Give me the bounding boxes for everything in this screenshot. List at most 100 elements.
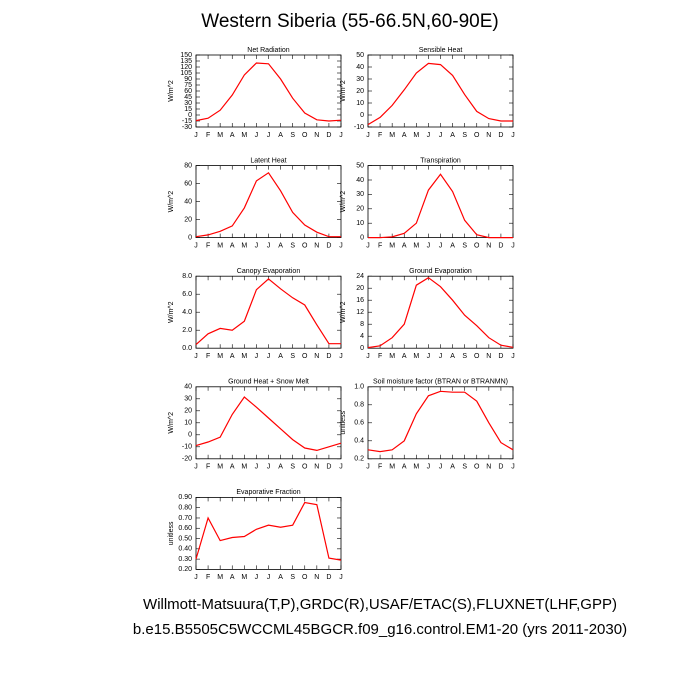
y-tick-label: 1.0 xyxy=(354,384,364,391)
y-tick-label: -20 xyxy=(182,456,192,463)
y-tick-label: 120 xyxy=(180,64,192,71)
y-tick-label: 40 xyxy=(184,384,192,391)
y-tick-label: 15 xyxy=(184,106,192,113)
y-tick-label: 60 xyxy=(184,180,192,187)
x-tick-label: M xyxy=(241,353,247,360)
x-tick-label: J xyxy=(439,464,443,471)
x-tick-label: M xyxy=(413,242,419,249)
y-tick-label: 4 xyxy=(360,333,364,340)
x-tick-label: A xyxy=(230,242,235,249)
panel-title: Evaporative Fraction xyxy=(236,489,300,496)
x-tick-label: N xyxy=(314,574,319,581)
y-axis-label: W/m^2 xyxy=(340,301,347,323)
x-tick-label: N xyxy=(486,353,491,360)
y-tick-label: -15 xyxy=(182,118,192,125)
data-line xyxy=(195,501,342,561)
x-tick-label: O xyxy=(302,242,308,249)
x-tick-label: M xyxy=(413,464,419,471)
x-tick-label: J xyxy=(511,464,515,471)
x-tick-label: A xyxy=(450,464,455,471)
data-line xyxy=(195,62,342,122)
y-axis-label: W/m^2 xyxy=(168,191,175,213)
y-tick-label: 8 xyxy=(360,321,364,328)
x-tick-label: J xyxy=(427,353,431,360)
x-tick-label: J xyxy=(255,242,259,249)
x-tick-label: J xyxy=(439,132,443,139)
y-tick-label: 0.70 xyxy=(178,515,192,522)
y-tick-label: 2.0 xyxy=(182,327,192,334)
x-tick-label: J xyxy=(255,353,259,360)
x-tick-label: J xyxy=(366,464,370,471)
plot-frame xyxy=(367,54,514,128)
plot-frame xyxy=(367,165,514,239)
x-tick-label: M xyxy=(217,464,223,471)
x-tick-label: A xyxy=(278,132,283,139)
y-tick-label: 135 xyxy=(180,58,192,65)
y-tick-label: 20 xyxy=(184,408,192,415)
x-tick-label: J xyxy=(255,574,259,581)
panel-title: Ground Heat + Snow Melt xyxy=(228,379,309,386)
y-tick-label: 0.60 xyxy=(178,525,192,532)
y-tick-label: 45 xyxy=(184,94,192,101)
y-tick-label: 0.2 xyxy=(354,456,364,463)
x-tick-label: D xyxy=(326,353,331,360)
y-axis-label: W/m^2 xyxy=(340,80,347,102)
panel-title: Ground Evaporation xyxy=(409,268,472,275)
y-tick-label: 60 xyxy=(184,88,192,95)
plot-frame xyxy=(195,275,342,349)
x-tick-label: J xyxy=(427,132,431,139)
x-tick-label: J xyxy=(194,464,198,471)
x-tick-label: N xyxy=(314,464,319,471)
plot-frame xyxy=(195,386,342,460)
x-tick-label: J xyxy=(267,132,271,139)
x-tick-label: F xyxy=(206,464,210,471)
x-tick-label: A xyxy=(278,353,283,360)
y-tick-label: 0 xyxy=(360,234,364,241)
x-tick-label: S xyxy=(290,574,295,581)
x-tick-label: D xyxy=(326,242,331,249)
x-tick-label: A xyxy=(450,242,455,249)
x-tick-label: F xyxy=(206,574,210,581)
panel-title: Latent Heat xyxy=(250,157,286,164)
x-tick-label: O xyxy=(474,464,480,471)
x-tick-label: J xyxy=(339,353,343,360)
y-tick-label: 16 xyxy=(356,297,364,304)
y-axis-label: W/m^2 xyxy=(168,301,175,323)
x-tick-label: J xyxy=(194,353,198,360)
x-tick-label: J xyxy=(267,242,271,249)
x-tick-label: M xyxy=(241,464,247,471)
y-tick-label: 75 xyxy=(184,82,192,89)
x-tick-label: S xyxy=(290,353,295,360)
y-tick-label: 10 xyxy=(184,420,192,427)
data-line xyxy=(367,62,513,126)
x-tick-label: A xyxy=(278,242,283,249)
y-tick-label: 30 xyxy=(184,396,192,403)
y-tick-label: 0.80 xyxy=(178,505,192,512)
y-tick-label: 0.90 xyxy=(178,494,192,501)
y-axis-label: W/m^2 xyxy=(168,80,175,102)
x-tick-label: M xyxy=(241,574,247,581)
x-tick-label: N xyxy=(314,242,319,249)
y-axis-label: unitless xyxy=(168,521,175,545)
data-line xyxy=(195,171,341,238)
x-tick-label: J xyxy=(427,464,431,471)
x-tick-label: M xyxy=(217,353,223,360)
y-tick-label: 10 xyxy=(356,220,364,227)
data-line xyxy=(195,278,341,346)
y-tick-label: 80 xyxy=(184,162,192,169)
x-tick-label: S xyxy=(290,464,295,471)
x-tick-label: F xyxy=(206,132,210,139)
y-tick-label: 0.8 xyxy=(354,402,364,409)
data-line xyxy=(367,276,514,349)
x-tick-label: D xyxy=(498,353,503,360)
x-tick-label: J xyxy=(511,242,515,249)
x-tick-label: J xyxy=(255,464,259,471)
y-tick-label: 24 xyxy=(356,273,364,280)
figure-title: Western Siberia (55-66.5N,60-90E) xyxy=(201,11,498,32)
x-tick-label: A xyxy=(230,353,235,360)
x-tick-label: J xyxy=(427,242,431,249)
x-tick-label: J xyxy=(339,242,343,249)
x-tick-label: M xyxy=(389,353,395,360)
x-tick-label: A xyxy=(402,464,407,471)
